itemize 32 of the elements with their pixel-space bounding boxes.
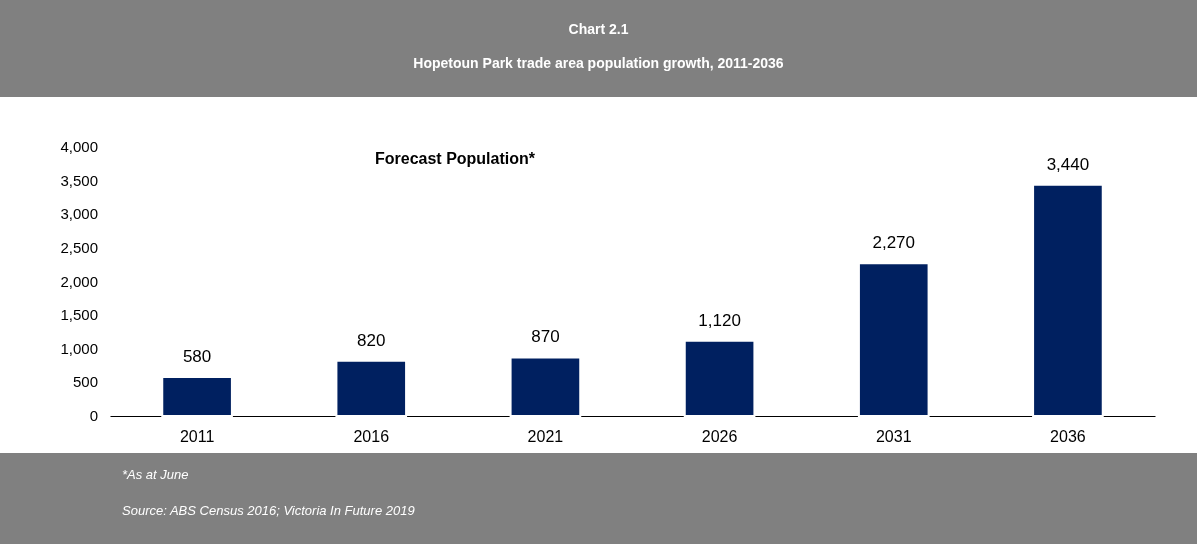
data-label: 1,120 bbox=[698, 310, 741, 330]
x-tick-label: 2026 bbox=[701, 427, 738, 445]
x-tick-label: 2011 bbox=[179, 427, 215, 445]
data-label: 3,440 bbox=[1046, 154, 1090, 174]
text: *As at June bbox=[122, 467, 189, 482]
x-tick-label: 2031 bbox=[875, 427, 912, 445]
chart-title: Chart 2.1 bbox=[568, 21, 629, 37]
y-tick-label: 2,000 bbox=[60, 272, 98, 290]
data-label: 870 bbox=[531, 327, 560, 347]
y-tick-label: 1,000 bbox=[60, 339, 98, 357]
bar bbox=[857, 262, 930, 417]
source-note: Source: ABS Census 2016; Victoria In Future 2019 bbox=[122, 503, 415, 518]
bar bbox=[161, 376, 233, 417]
y-tick-label: 0 bbox=[89, 407, 98, 424]
y-tick-label: 3,000 bbox=[60, 205, 98, 223]
x-tick-label: 2021 bbox=[527, 427, 564, 445]
x-tick-label: 2016 bbox=[353, 427, 390, 445]
x-tick-label: 2036 bbox=[1050, 427, 1086, 445]
bar bbox=[335, 359, 408, 417]
bar bbox=[509, 356, 582, 417]
data-label: 2,270 bbox=[872, 233, 916, 253]
y-tick-label: 1,500 bbox=[60, 306, 98, 324]
bar bbox=[1032, 183, 1104, 417]
y-tick-label: 500 bbox=[72, 373, 98, 391]
y-tick-label: 3,500 bbox=[60, 171, 98, 189]
bar bbox=[683, 339, 756, 417]
y-tick-label: 4,000 bbox=[60, 138, 98, 155]
chart-subtitle: Hopetoun Park trade area population growth, 2011-2036 bbox=[413, 55, 784, 71]
data-label: 580 bbox=[182, 346, 212, 366]
y-tick-label: 2,500 bbox=[60, 238, 98, 256]
data-label: 820 bbox=[357, 330, 386, 350]
annotation: Forecast Population* bbox=[374, 150, 536, 167]
